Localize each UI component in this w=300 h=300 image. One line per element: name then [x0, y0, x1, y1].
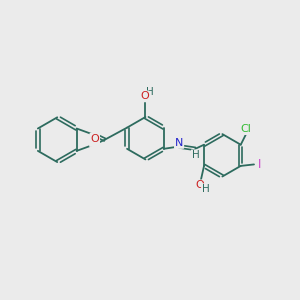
Text: H: H: [192, 150, 200, 160]
Text: Cl: Cl: [241, 124, 251, 134]
Text: O: O: [195, 180, 204, 190]
Text: I: I: [258, 158, 262, 171]
Text: N: N: [175, 138, 183, 148]
Text: N: N: [90, 136, 98, 146]
Text: H: H: [202, 184, 210, 194]
Text: H: H: [146, 87, 154, 97]
Text: O: O: [90, 134, 99, 144]
Text: O: O: [140, 92, 148, 101]
